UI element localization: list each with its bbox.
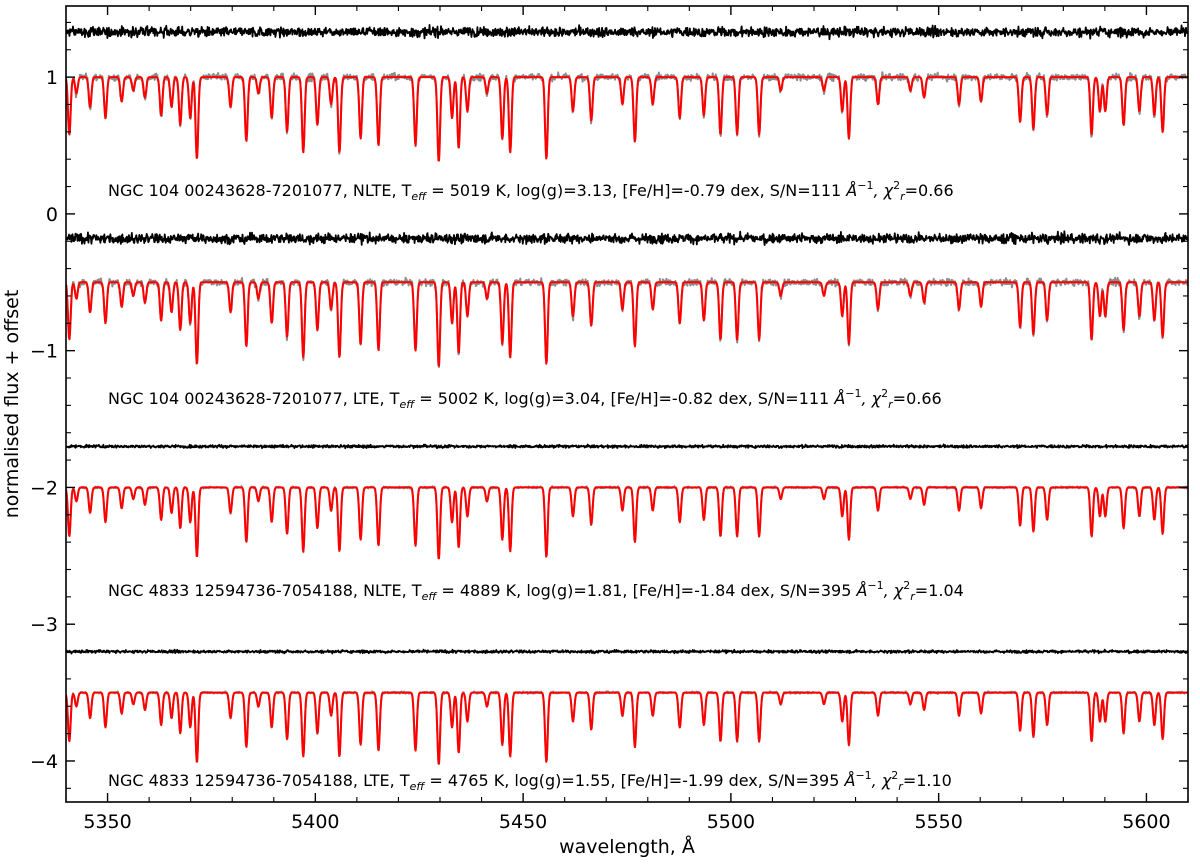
x-axis-title: wavelength, Å bbox=[559, 835, 695, 858]
spectra-series-layer bbox=[66, 24, 1188, 766]
panel-annotation-4: NGC 4833 12594736-7054188, LTE, Teff = 4… bbox=[108, 769, 952, 793]
y-tick-label: −2 bbox=[30, 477, 58, 499]
y-axis-title: normalised flux + offset bbox=[1, 290, 23, 519]
panel-annotation-2: NGC 104 00243628-7201077, LTE, Teff = 50… bbox=[108, 387, 942, 411]
model-spectrum-line bbox=[66, 76, 1188, 162]
x-tick-label: 5500 bbox=[707, 811, 755, 833]
spectrum-panel-1 bbox=[66, 24, 1188, 162]
plot-frame bbox=[65, 5, 1189, 803]
residual-line bbox=[66, 230, 1188, 246]
axis-ticks: 5350 5400 5450 5500 5550 5600 1 0 −1 −2 −3 −4 bbox=[30, 6, 1189, 833]
residual-line bbox=[66, 24, 1188, 41]
panel-annotation-3: NGC 4833 12594736-7054188, NLTE, Teff = … bbox=[108, 579, 964, 603]
panel-annotation-1: NGC 104 00243628-7201077, NLTE, Teff = 5… bbox=[108, 179, 954, 203]
panel-annotations: NGC 104 00243628-7201077, NLTE, Teff = 5… bbox=[108, 179, 964, 793]
spectrum-panel-3 bbox=[66, 443, 1188, 560]
model-spectrum-line bbox=[66, 691, 1188, 765]
y-tick-label: 0 bbox=[46, 204, 58, 226]
x-tick-label: 5400 bbox=[291, 811, 339, 833]
y-tick-label: 1 bbox=[46, 67, 58, 89]
y-tick-label: −1 bbox=[30, 341, 58, 363]
y-tick-label: −3 bbox=[30, 614, 58, 636]
x-tick-label: 5550 bbox=[914, 811, 962, 833]
x-tick-label: 5600 bbox=[1122, 811, 1170, 833]
y-tick-label: −4 bbox=[30, 751, 58, 773]
model-spectrum-line bbox=[66, 281, 1188, 367]
model-spectrum-line bbox=[66, 486, 1188, 560]
x-tick-label: 5350 bbox=[83, 811, 131, 833]
spectrum-panel-2 bbox=[66, 230, 1188, 369]
spectrum-panel-4 bbox=[66, 648, 1188, 766]
residual-line bbox=[66, 443, 1188, 450]
residual-line bbox=[66, 648, 1188, 655]
x-tick-label: 5450 bbox=[499, 811, 547, 833]
